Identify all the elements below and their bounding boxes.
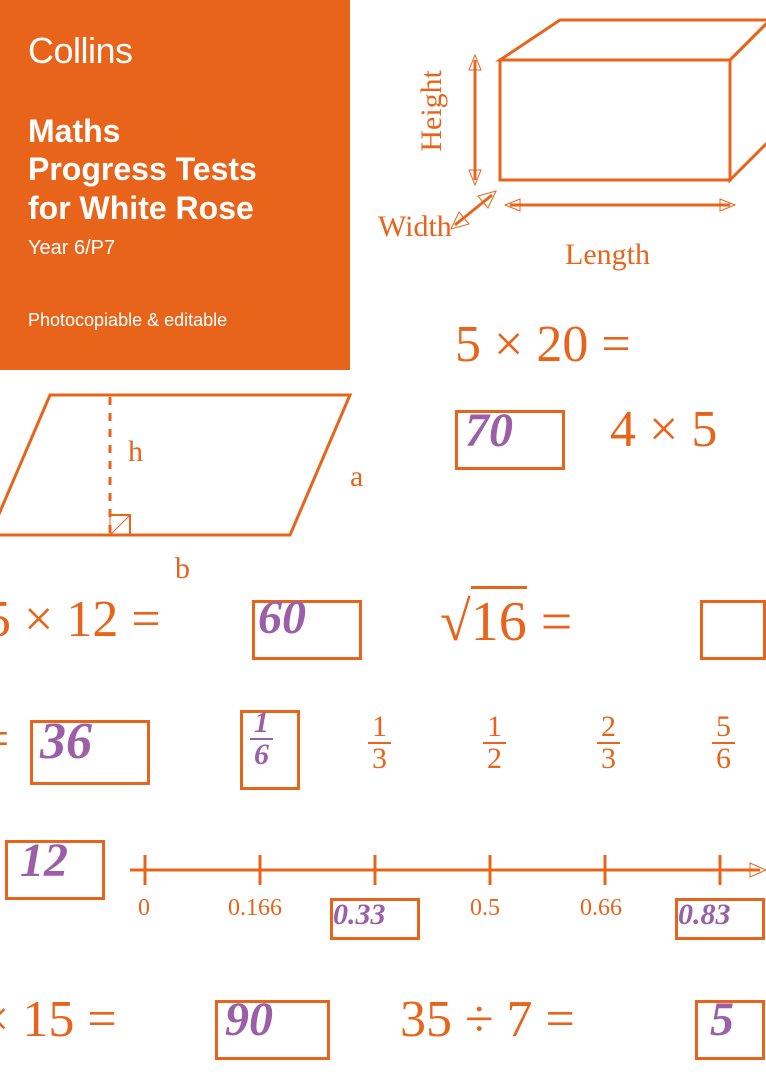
tick-066: 0.66 xyxy=(580,895,622,922)
answer-033: 0.33 xyxy=(333,898,386,932)
eq-35div7: 35 ÷ 7 = xyxy=(400,990,575,1049)
tick-05: 0.5 xyxy=(470,895,500,922)
tick-0: 0 xyxy=(138,895,150,922)
answer-083: 0.83 xyxy=(678,898,731,932)
answer-90: 90 xyxy=(225,992,273,1047)
tick-0166: 0.166 xyxy=(228,895,282,922)
answer-5: 5 xyxy=(710,992,734,1047)
eq-x15: × 15 = xyxy=(0,990,117,1049)
